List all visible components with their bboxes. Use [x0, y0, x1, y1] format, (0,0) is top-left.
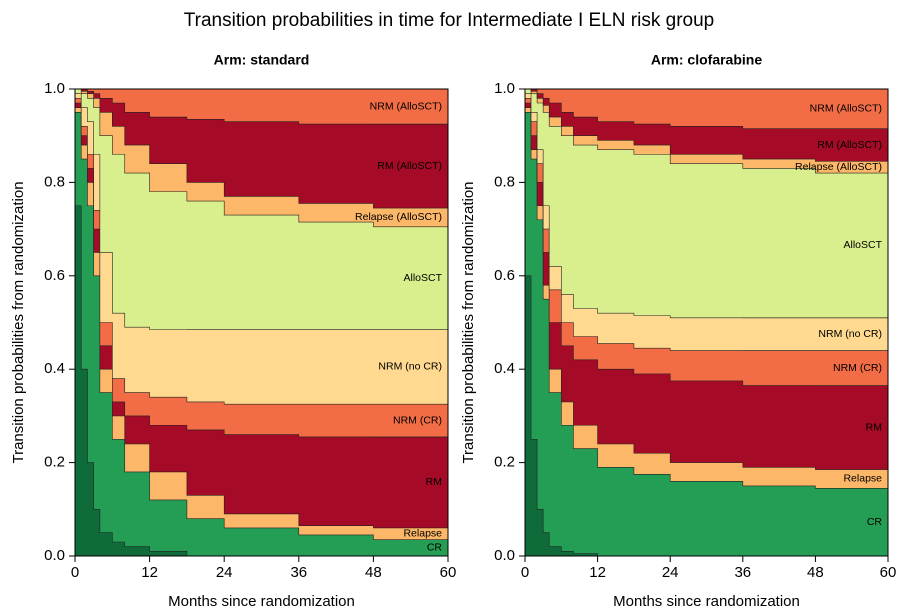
plot-frame [524, 88, 889, 557]
x-tick-label: 12 [589, 564, 606, 581]
y-tick-label: 0.0 [494, 547, 515, 564]
x-axis-label: Months since randomization [613, 593, 800, 610]
band-label: NRM (AlloSCT) [370, 100, 442, 112]
y-tick-label: 1.0 [44, 80, 65, 97]
plot-frame [74, 88, 449, 557]
y-tick-label: 0.4 [44, 360, 65, 377]
y-tick-label: 0.2 [494, 454, 515, 471]
band-label: NRM (AlloSCT) [810, 103, 882, 115]
band-label: RM [426, 476, 442, 488]
band-label: Relapse [843, 473, 882, 485]
band-label: RM [866, 421, 882, 433]
x-tick-label: 36 [734, 564, 751, 581]
plot-area [74, 88, 449, 557]
y-axis-label: Transition probabilities from randomizat… [460, 181, 477, 463]
band-label: NRM (no CR) [818, 328, 882, 340]
y-axis-label: Transition probabilities from randomizat… [10, 181, 27, 463]
band-label: CR [867, 516, 883, 528]
band-label: CR [427, 542, 443, 554]
x-tick-label: 36 [290, 564, 307, 581]
band-label: NRM (CR) [833, 362, 882, 374]
x-tick-label: 24 [216, 564, 233, 581]
x-tick-label: 12 [141, 564, 158, 581]
y-tick-label: 0.4 [494, 360, 515, 377]
x-tick-label: 0 [521, 564, 529, 581]
x-tick-label: 24 [662, 564, 679, 581]
x-tick-label: 48 [365, 564, 382, 581]
band-label: Relapse (AlloSCT) [355, 211, 442, 223]
x-tick-label: 60 [880, 564, 897, 581]
y-tick-label: 0.8 [44, 173, 65, 190]
x-tick-label: 0 [71, 564, 79, 581]
band-label: RM (AlloSCT) [377, 160, 442, 172]
x-axis-label: Months since randomization [168, 593, 355, 610]
y-tick-label: 0.0 [44, 547, 65, 564]
panel-title: Arm: standard [214, 52, 310, 68]
band-label: Relapse (AlloSCT) [795, 161, 882, 173]
band-label: RM (AlloSCT) [817, 139, 882, 151]
plot-area [524, 88, 889, 557]
x-tick-label: 48 [807, 564, 824, 581]
y-tick-label: 0.2 [44, 454, 65, 471]
panel-title: Arm: clofarabine [651, 52, 762, 68]
band-label: Relapse [403, 528, 442, 540]
band-label: NRM (CR) [393, 414, 442, 426]
band-label: NRM (no CR) [378, 361, 442, 373]
figure-title: Transition probabilities in time for Int… [184, 10, 714, 31]
y-tick-label: 0.8 [494, 173, 515, 190]
band-label: AlloSCT [403, 272, 442, 284]
band-label: AlloSCT [843, 239, 882, 251]
x-tick-label: 60 [440, 564, 457, 581]
y-tick-label: 1.0 [494, 80, 515, 97]
y-tick-label: 0.6 [44, 267, 65, 284]
y-tick-label: 0.6 [494, 267, 515, 284]
